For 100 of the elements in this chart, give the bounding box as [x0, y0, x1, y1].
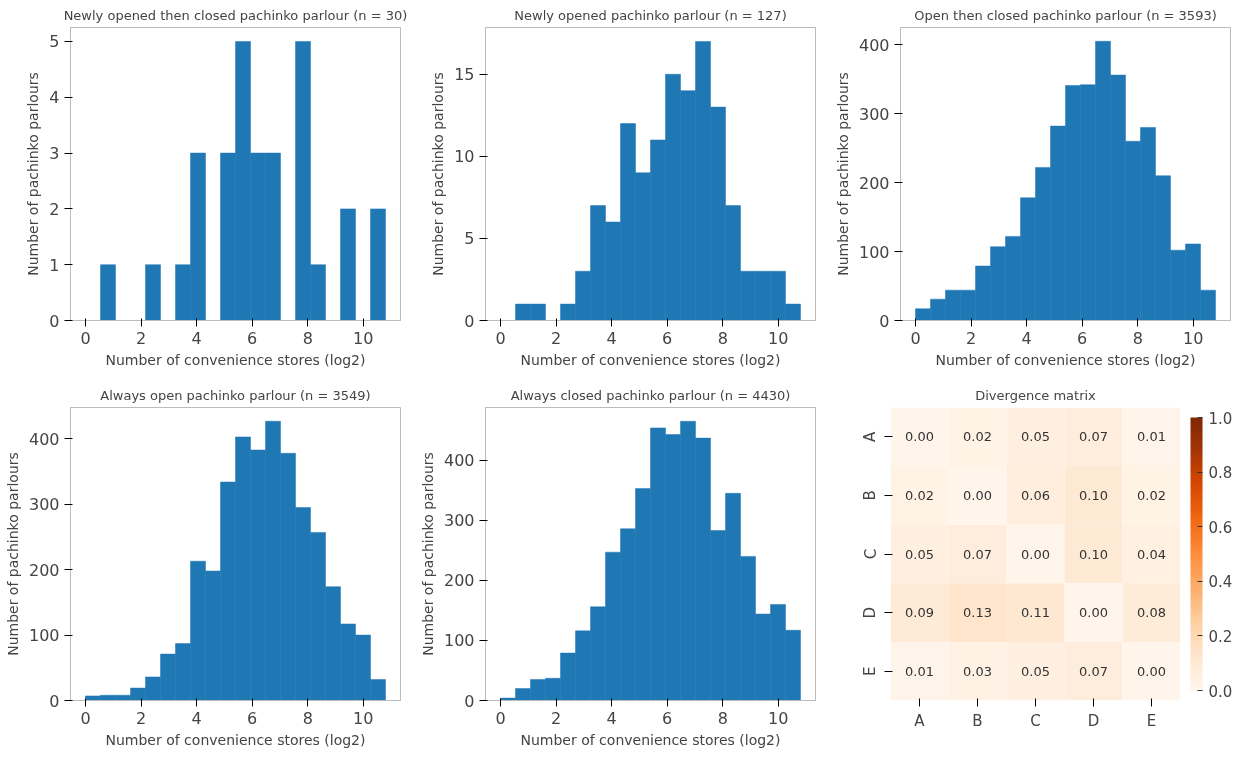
- y-tick-label: 15: [454, 65, 475, 85]
- x-tick-label: 0: [495, 708, 506, 728]
- y-tick-label: E: [861, 666, 880, 676]
- y-tick-label: 3: [49, 144, 60, 164]
- data-label: 0.03: [963, 663, 992, 679]
- chart-title: Newly opened pachinko parlour (n = 127): [514, 7, 787, 23]
- y-tick-label: 0: [49, 311, 60, 331]
- y-axis-title: Number of pachinko parlours: [4, 452, 21, 656]
- data-label: 0.01: [905, 663, 934, 679]
- y-tick-label: 200: [28, 560, 60, 580]
- data-label: 0.09: [905, 605, 934, 621]
- x-tick-label: 0: [80, 328, 91, 348]
- x-tick-label: D: [1087, 711, 1100, 730]
- x-tick-label: 0: [80, 708, 91, 728]
- data-label: 0.10: [1079, 487, 1108, 503]
- x-tick-label: 2: [135, 328, 147, 348]
- data-label: 0.00: [1079, 605, 1108, 621]
- x-tick-label: 8: [717, 708, 728, 728]
- x-tick-label: 10: [353, 708, 374, 728]
- data-label: 0.07: [963, 546, 992, 562]
- y-tick-label: 200: [858, 173, 890, 193]
- color-bar-label: 0.2: [1208, 627, 1233, 646]
- y-tick-label: 300: [28, 495, 60, 515]
- x-tick-label: 8: [1132, 328, 1143, 348]
- x-tick-label: 8: [302, 328, 313, 348]
- data-label: 0.02: [1137, 487, 1166, 503]
- color-bar-label: 1.0: [1208, 409, 1233, 428]
- y-tick-label: 4: [49, 88, 60, 108]
- data-label: 0.00: [905, 429, 934, 445]
- y-tick-label: 100: [443, 631, 475, 651]
- chart-title: Open then closed pachinko parlour (n = 3593): [914, 7, 1217, 23]
- x-tick-label: A: [914, 711, 926, 730]
- y-tick-label: 5: [49, 32, 60, 52]
- data-label: 0.00: [1021, 546, 1050, 562]
- x-tick-label: E: [1146, 711, 1157, 730]
- color-bar-label: 0.0: [1208, 682, 1233, 701]
- y-tick-label: 5: [464, 229, 475, 249]
- x-tick-label: 4: [191, 708, 202, 728]
- y-tick-label: 0: [879, 311, 890, 331]
- y-tick-label: 2: [49, 199, 60, 219]
- x-tick-label: 2: [550, 708, 562, 728]
- x-tick-label: 6: [662, 708, 673, 728]
- data-label: 0.08: [1137, 605, 1166, 621]
- x-axis-title: Number of convenience stores (log2): [520, 351, 781, 368]
- x-tick-label: 10: [1183, 328, 1204, 348]
- x-tick-label: 6: [662, 328, 673, 348]
- y-axis-title: Number of pachinko parlours: [419, 452, 436, 656]
- x-tick-label: 2: [135, 708, 147, 728]
- data-label: 0.07: [1079, 663, 1108, 679]
- data-label: 0.05: [1021, 663, 1050, 679]
- y-tick-label: D: [861, 606, 880, 619]
- data-label: 0.07: [1079, 429, 1108, 445]
- chart-title: Always closed pachinko parlour (n = 4430): [510, 387, 791, 403]
- x-tick-label: 6: [247, 708, 258, 728]
- y-axis-title: Number of pachinko parlours: [834, 72, 851, 276]
- x-tick-label: B: [972, 711, 983, 730]
- x-tick-label: C: [1030, 711, 1041, 730]
- y-tick-label: 300: [443, 511, 475, 531]
- y-axis-title: Number of pachinko parlours: [430, 72, 447, 276]
- x-tick-label: 8: [302, 708, 313, 728]
- data-label: 0.00: [963, 487, 992, 503]
- data-label: 0.11: [1021, 605, 1050, 621]
- chart-title: Newly opened then closed pachinko parlour (n = 30): [63, 7, 408, 23]
- x-axis-title: Number of convenience stores (log2): [935, 351, 1196, 368]
- data-label: 0.06: [1021, 487, 1050, 503]
- y-tick-label: B: [861, 490, 880, 501]
- data-label: 0.05: [905, 546, 934, 562]
- x-tick-label: 4: [606, 708, 617, 728]
- x-tick-label: 2: [965, 328, 977, 348]
- data-label: 0.13: [963, 605, 992, 621]
- data-label: 0.05: [1021, 429, 1050, 445]
- x-tick-label: 0: [910, 328, 921, 348]
- x-tick-label: 4: [1021, 328, 1032, 348]
- x-tick-label: 10: [768, 328, 789, 348]
- data-label: 0.02: [905, 487, 934, 503]
- data-label: 0.10: [1079, 546, 1108, 562]
- data-label: 0.00: [1137, 663, 1166, 679]
- x-axis-title: Number of convenience stores (log2): [105, 351, 366, 368]
- y-tick-label: 0: [464, 691, 475, 711]
- y-tick-label: 100: [28, 626, 60, 646]
- x-tick-label: 6: [1077, 328, 1088, 348]
- x-tick-label: 8: [717, 328, 728, 348]
- x-axis-title: Number of convenience stores (log2): [520, 731, 781, 748]
- y-tick-label: C: [861, 548, 880, 560]
- x-tick-label: 0: [495, 328, 506, 348]
- x-tick-label: 4: [191, 328, 202, 348]
- y-tick-label: 100: [858, 242, 890, 262]
- y-tick-label: 0: [49, 691, 60, 711]
- y-tick-label: 400: [858, 35, 890, 55]
- y-axis-title: Number of pachinko parlours: [25, 72, 42, 276]
- x-tick-label: 4: [606, 328, 617, 348]
- data-label: 0.01: [1137, 429, 1166, 445]
- y-tick-label: 200: [443, 571, 475, 591]
- y-tick-label: 1: [49, 255, 60, 275]
- y-tick-label: 300: [858, 104, 890, 124]
- color-bar-label: 0.8: [1208, 464, 1233, 483]
- data-label: 0.02: [963, 429, 992, 445]
- x-tick-label: 2: [550, 328, 562, 348]
- y-tick-label: 10: [454, 147, 475, 167]
- color-bar-label: 0.6: [1208, 518, 1233, 537]
